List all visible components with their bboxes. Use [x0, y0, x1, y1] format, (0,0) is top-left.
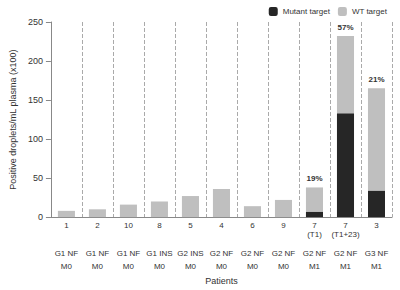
svg-text:G1 INS: G1 INS — [146, 249, 172, 258]
svg-text:150: 150 — [28, 95, 43, 105]
svg-text:G3 NF: G3 NF — [365, 249, 389, 258]
svg-text:Mutant target: Mutant target — [283, 7, 331, 16]
svg-text:Patients: Patients — [205, 276, 238, 286]
svg-text:6: 6 — [250, 221, 255, 230]
svg-text:21%: 21% — [368, 75, 384, 84]
svg-text:7: 7 — [312, 221, 317, 230]
svg-text:9: 9 — [281, 221, 286, 230]
svg-text:50: 50 — [33, 173, 43, 183]
svg-text:19%: 19% — [306, 174, 322, 183]
svg-text:M0: M0 — [278, 262, 290, 271]
svg-text:4: 4 — [219, 221, 224, 230]
svg-text:G1 NF: G1 NF — [86, 249, 110, 258]
svg-text:G2 NF: G2 NF — [241, 249, 265, 258]
svg-text:3: 3 — [374, 221, 379, 230]
svg-text:M0: M0 — [185, 262, 197, 271]
svg-text:M0: M0 — [154, 262, 166, 271]
svg-text:M1: M1 — [309, 262, 321, 271]
svg-text:57%: 57% — [337, 23, 353, 32]
svg-text:5: 5 — [188, 221, 193, 230]
svg-text:M0: M0 — [247, 262, 259, 271]
svg-text:G2 NF: G2 NF — [334, 249, 358, 258]
svg-text:M0: M0 — [123, 262, 135, 271]
svg-text:M0: M0 — [92, 262, 104, 271]
svg-text:G2 INS: G2 INS — [177, 249, 203, 258]
svg-text:200: 200 — [28, 56, 43, 66]
svg-text:0: 0 — [38, 212, 43, 222]
svg-text:100: 100 — [28, 134, 43, 144]
svg-text:G1 NF: G1 NF — [55, 249, 79, 258]
svg-text:Positive droplets/mL plasma (x: Positive droplets/mL plasma (x100) — [8, 49, 18, 189]
svg-text:WT target: WT target — [352, 7, 388, 16]
svg-text:7: 7 — [343, 221, 348, 230]
svg-text:250: 250 — [28, 17, 43, 27]
svg-text:G2 NF: G2 NF — [272, 249, 296, 258]
svg-text:1: 1 — [64, 221, 69, 230]
svg-text:G1 NF: G1 NF — [117, 249, 141, 258]
svg-text:(T1+23): (T1+23) — [331, 230, 360, 239]
svg-text:G2 NF: G2 NF — [303, 249, 327, 258]
svg-text:2: 2 — [95, 221, 100, 230]
svg-text:M0: M0 — [216, 262, 228, 271]
svg-text:M0: M0 — [61, 262, 73, 271]
svg-text:M1: M1 — [340, 262, 352, 271]
svg-text:M1: M1 — [371, 262, 383, 271]
svg-text:8: 8 — [157, 221, 162, 230]
svg-text:G2 NF: G2 NF — [210, 249, 234, 258]
svg-text:10: 10 — [124, 221, 133, 230]
svg-text:(T1): (T1) — [307, 230, 322, 239]
